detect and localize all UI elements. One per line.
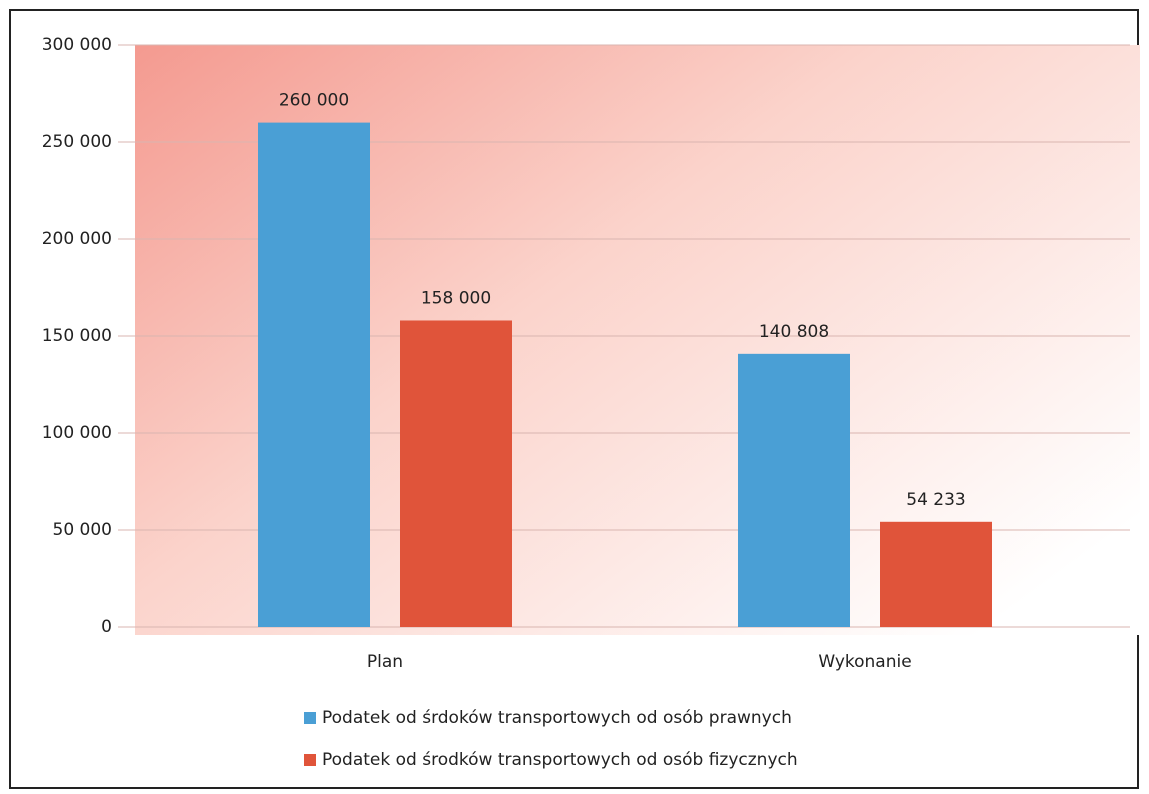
legend-swatch [304,712,316,724]
legend-swatch [304,754,316,766]
y-tick-label: 100 000 [42,423,112,443]
bar [738,353,850,627]
value-label: 54 233 [906,490,965,510]
x-tick-label: Plan [367,652,403,672]
y-tick-label: 250 000 [42,132,112,152]
y-tick-label: 200 000 [42,229,112,249]
x-tick-label: Wykonanie [818,652,911,672]
y-tick-label: 300 000 [42,35,112,55]
legend-label: Podatek od śrdoków transportowych od osó… [322,708,792,728]
value-label: 140 808 [759,322,829,342]
bar [258,122,370,627]
bar [400,320,512,627]
y-tick-label: 150 000 [42,326,112,346]
legend-label: Podatek od środków transportowych od osó… [322,750,798,770]
y-tick-label: 0 [101,617,112,637]
value-label: 260 000 [279,91,349,111]
bar [880,521,992,627]
value-label: 158 000 [421,288,491,308]
y-tick-label: 50 000 [53,520,112,540]
